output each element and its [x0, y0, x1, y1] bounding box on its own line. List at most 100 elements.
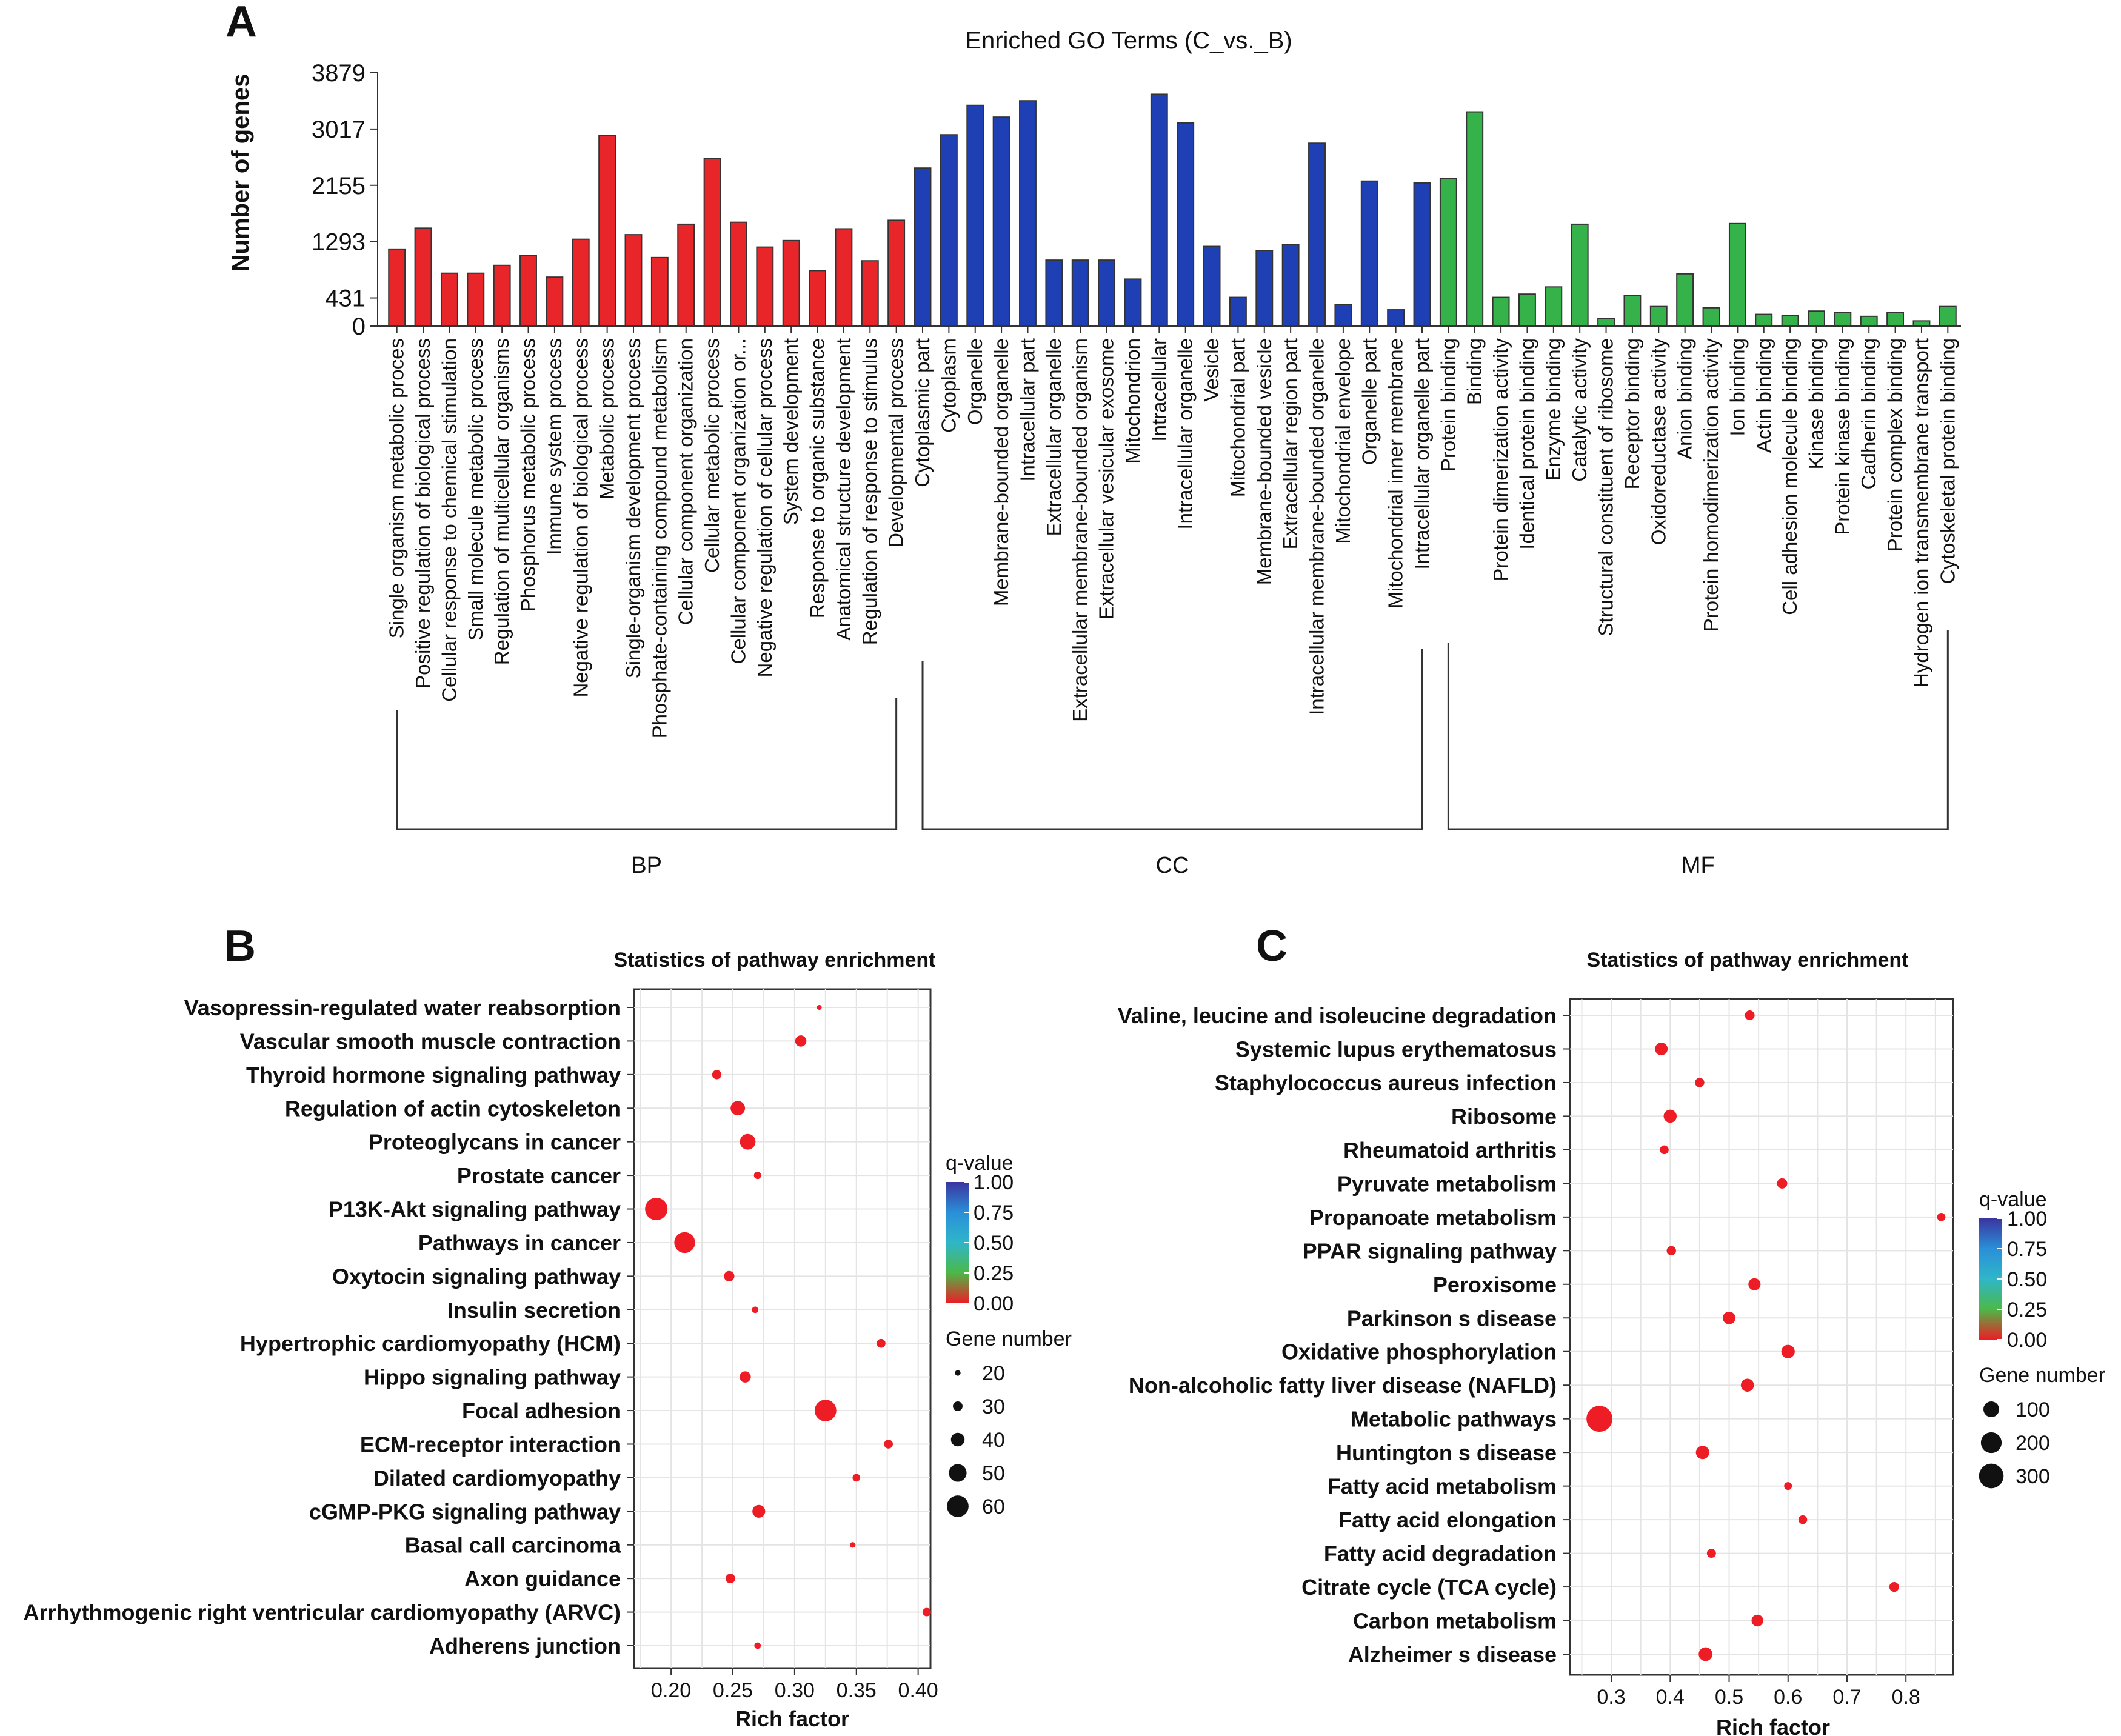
bar: [1150, 93, 1168, 327]
panel-b: B Statistics of pathway enrichment Vasop…: [24, 922, 1072, 1731]
bar: [1571, 223, 1589, 327]
bar: [388, 248, 406, 327]
bar-chart-x-tick-label: Developmental process: [885, 338, 907, 547]
bar-chart-x-tick-label: System development: [780, 338, 802, 525]
bar-chart-x-tick-label: Negative regulation of biological proces…: [569, 338, 592, 698]
bar-chart-x-tick-label: Intracellular membrane-bounded organelle: [1306, 338, 1328, 715]
size-legend-label: 20: [982, 1362, 1005, 1385]
bar-chart-x-tick-label: Binding: [1463, 338, 1486, 405]
bar-chart-x-tick-label: Intracellular organelle part: [1411, 338, 1433, 570]
bar-chart-x-tick-label: Identical protein binding: [1515, 338, 1538, 550]
bar: [1545, 286, 1563, 327]
bar: [861, 260, 879, 327]
bar: [835, 228, 853, 327]
category-label: Regulation of actin cytoskeleton: [285, 1096, 621, 1121]
category-label: Huntington s disease: [1336, 1440, 1557, 1465]
bar: [1387, 309, 1405, 327]
x-tick-label: 0.3: [1597, 1686, 1625, 1709]
bar-chart-y-tick-label: 431: [325, 285, 366, 312]
data-point: [1748, 1278, 1761, 1290]
bar-chart-x-tick-label: Metabolic process: [596, 338, 618, 499]
data-point: [849, 1542, 856, 1548]
bar-chart-y-tick-label: 1293: [312, 229, 366, 256]
size-legend-label: 100: [2016, 1398, 2050, 1421]
color-scale-label: 0.00: [974, 1292, 1014, 1315]
bar: [1886, 312, 1905, 327]
bar-chart-x-tick-label: Mitochondrial inner membrane: [1384, 338, 1407, 609]
bar-chart-x-tick-label: Cadherin binding: [1857, 338, 1880, 490]
bar: [756, 246, 774, 327]
category-label: Carbon metabolism: [1353, 1609, 1557, 1634]
bar-chart-x-tick-label: Cellular metabolic process: [701, 338, 723, 573]
category-label: Citrate cycle (TCA cycle): [1301, 1575, 1557, 1600]
category-label: Basal call carcinoma: [405, 1533, 621, 1558]
bar-chart-x-tick-label: Mitochondrial part: [1226, 338, 1249, 497]
bar-chart-groups: BP CC MF: [396, 630, 1949, 878]
data-point: [1777, 1178, 1788, 1189]
bar-chart-x-tick-label: Organelle part: [1358, 338, 1380, 465]
data-point: [1751, 1614, 1763, 1627]
x-tick-label: 0.25: [713, 1679, 753, 1702]
x-tick-label: 0.35: [837, 1679, 877, 1702]
bar: [546, 276, 564, 327]
bar-chart-x-tick-label: Cytoplasmic part: [911, 338, 934, 487]
bar: [1413, 182, 1431, 327]
data-point: [1695, 1446, 1709, 1460]
bar-chart-x-tick-label: Protein complex binding: [1884, 338, 1906, 552]
bar-chart-x-tick-label: Membrane-bounded vesicle: [1253, 338, 1275, 585]
scatter-c-plot-area: [1569, 998, 1954, 1676]
x-tick-label: 0.30: [775, 1679, 815, 1702]
data-point: [814, 1400, 837, 1421]
data-point: [730, 1101, 746, 1116]
bar-chart-x-tick-label: Cellular response to chemical stimulatio…: [438, 338, 460, 702]
bar-chart-x-tick-label: Cellular component organization or...: [727, 338, 749, 664]
bar: [1045, 259, 1063, 327]
category-label: Parkinson s disease: [1347, 1306, 1557, 1330]
bar-chart-x-tick-label: Actin binding: [1752, 338, 1775, 453]
bar-chart-y-tick-label: 2155: [312, 173, 366, 199]
bar: [677, 223, 695, 327]
category-label: cGMP-PKG signaling pathway: [309, 1499, 621, 1524]
data-point: [1663, 1109, 1677, 1123]
scatter-b-category-labels: Vasopressin-regulated water reabsorption…: [24, 995, 634, 1658]
bar: [1360, 180, 1378, 327]
data-point: [740, 1371, 751, 1383]
category-label: Oxytocin signaling pathway: [332, 1264, 621, 1289]
data-point: [712, 1070, 722, 1080]
color-scale-label: 1.00: [974, 1171, 1014, 1194]
bar: [940, 134, 958, 327]
scatter-b-points: [645, 1005, 931, 1649]
size-legend-label: 60: [982, 1495, 1005, 1518]
scatter-c-xlabel: Rich factor: [1716, 1715, 1830, 1736]
bar: [467, 272, 485, 327]
size-legend-dot: [953, 1401, 963, 1411]
bar: [624, 234, 643, 327]
bar-chart-group-label: CC: [1156, 853, 1189, 878]
bar-chart-x-tick-label: Intracellular organelle: [1174, 338, 1197, 530]
bar: [1623, 295, 1642, 327]
bar: [1439, 178, 1457, 327]
bar-chart-x-tick-label: Small molecule metabolic process: [464, 338, 487, 641]
category-label: Prostate cancer: [457, 1163, 621, 1188]
bar-chart-x-tick-label: Oxidoreductase activity: [1647, 338, 1669, 546]
bar: [809, 270, 826, 327]
data-point: [1723, 1311, 1735, 1324]
category-label: Oxidative phosphorylation: [1281, 1340, 1557, 1364]
data-point: [724, 1270, 735, 1281]
scatter-c-category-labels: Valine, leucine and isoleucine degradati…: [1118, 1003, 1570, 1667]
bar-chart-x-tick-label: Mitochondrial envelope: [1332, 338, 1354, 544]
bar: [966, 104, 984, 327]
x-tick-label: 0.5: [1715, 1686, 1743, 1709]
bar-chart-x-tick-label: Cytoplasm: [937, 338, 960, 433]
bar: [1676, 273, 1694, 327]
category-label: Peroxisome: [1433, 1272, 1557, 1297]
category-label: Dilated cardiomyopathy: [373, 1466, 621, 1491]
data-point: [1655, 1043, 1668, 1055]
category-label: Axon guidance: [464, 1566, 621, 1591]
data-point: [1698, 1647, 1712, 1661]
category-label: Focal adhesion: [462, 1398, 621, 1423]
bar: [519, 255, 537, 327]
bar: [887, 219, 906, 327]
data-point: [1666, 1246, 1676, 1256]
bar: [1860, 315, 1878, 327]
